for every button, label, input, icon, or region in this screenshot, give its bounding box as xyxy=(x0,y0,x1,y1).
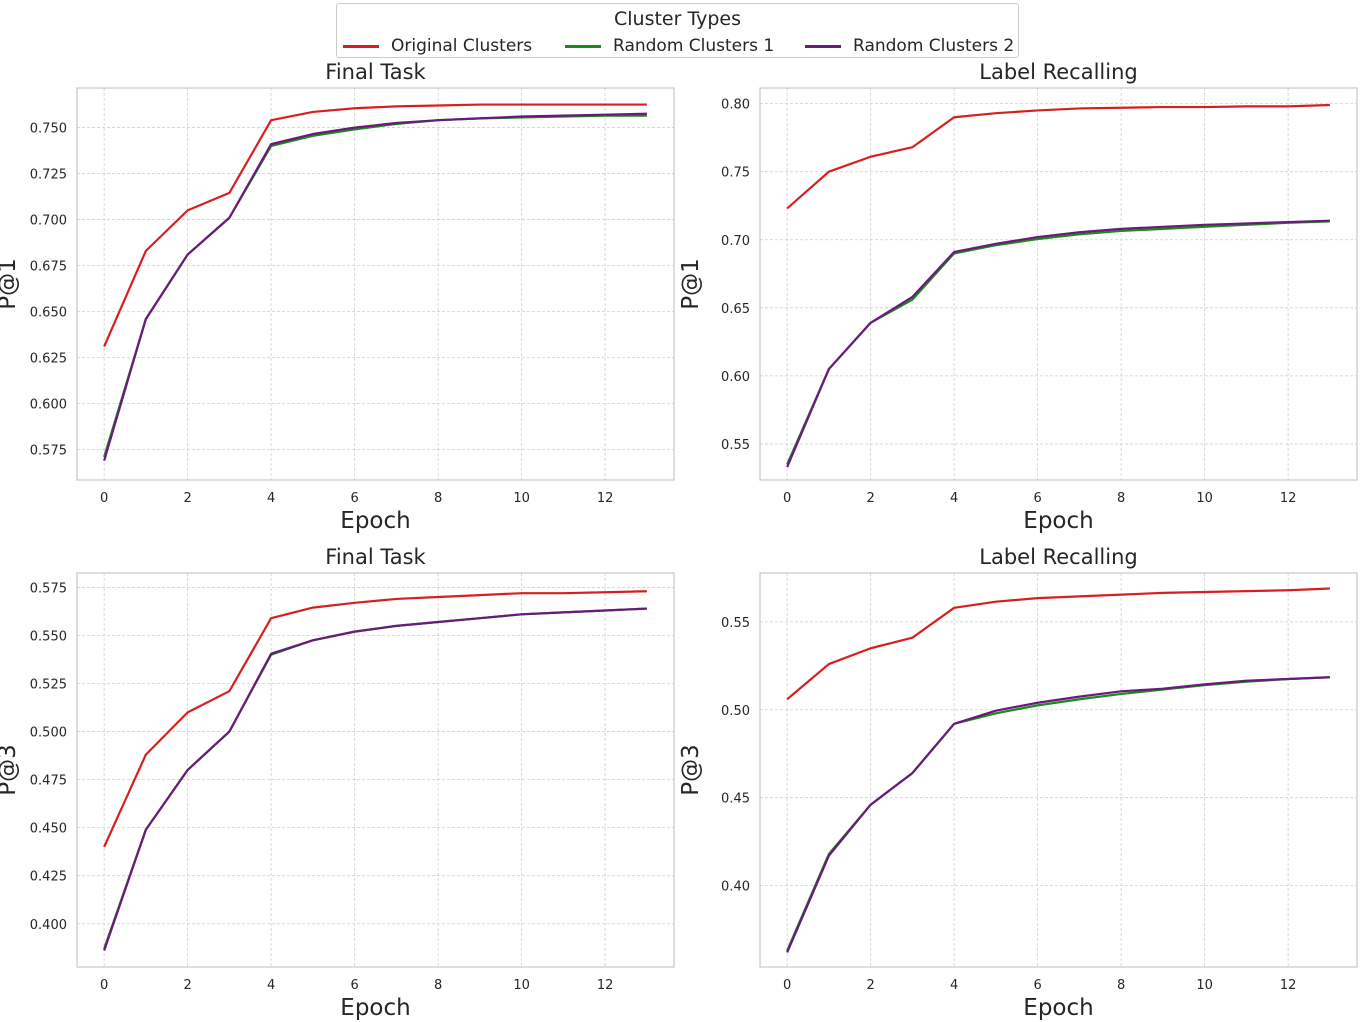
series-line-original-clusters xyxy=(786,103,1330,210)
y-tick-label: 0.55 xyxy=(721,616,750,631)
y-axis-label: P@1 xyxy=(678,258,704,310)
x-axis-label: Epoch xyxy=(340,995,410,1021)
x-tick-label: 12 xyxy=(1280,978,1297,993)
y-tick-label: 0.65 xyxy=(721,302,750,317)
plot-frame xyxy=(759,87,1358,481)
x-tick-label: 8 xyxy=(1117,978,1125,993)
y-tick-label: 0.80 xyxy=(721,98,750,113)
x-tick-label: 10 xyxy=(513,978,530,993)
x-tick-label: 8 xyxy=(434,978,442,993)
x-tick-label: 2 xyxy=(866,978,874,993)
legend: Cluster Types Original Clusters Random C… xyxy=(336,3,1019,58)
x-tick-label: 12 xyxy=(597,978,614,993)
y-tick-label: 0.725 xyxy=(30,168,67,183)
x-tick-label: 2 xyxy=(183,978,191,993)
chart-panel-3: 0 2 4 6 8 10 12 0.400 0.425 0.450 0.475 0.500 0.525 0… xyxy=(0,545,675,1021)
x-tick-label: 2 xyxy=(183,491,191,506)
legend-label-random-clusters-1: Random Clusters 1 xyxy=(613,36,775,56)
y-tick-label: 0.700 xyxy=(30,214,67,229)
y-tick-label: 0.40 xyxy=(721,880,750,895)
chart-title: Final Task xyxy=(325,545,426,569)
legend-swatch-original-clusters xyxy=(343,44,379,48)
y-tick-label: 0.575 xyxy=(30,581,67,596)
x-tick-label: 8 xyxy=(434,491,442,506)
x-tick-label: 6 xyxy=(1033,491,1041,506)
x-tick-label: 0 xyxy=(783,978,791,993)
y-tick-label: 0.525 xyxy=(30,678,67,693)
x-tick-label: 4 xyxy=(950,491,958,506)
y-tick-label: 0.475 xyxy=(30,774,67,789)
y-tick-label: 0.650 xyxy=(30,306,67,321)
chart-panel-4: 0 2 4 6 8 10 12 0.40 0.45 0.50 0.55 Label Recalling… xyxy=(678,545,1358,1021)
plot-frame xyxy=(76,87,675,481)
y-tick-label: 0.425 xyxy=(30,870,67,885)
chart-panel-1: 0 2 4 6 8 10 12 0.575 0.600 0.625 0.650 0.675 0.700 0… xyxy=(0,60,675,534)
x-tick-label: 10 xyxy=(1196,978,1213,993)
legend-entry-original-clusters: Original Clusters xyxy=(343,35,532,57)
series-line-random-clusters-1 xyxy=(786,676,1330,952)
legend-swatch-random-clusters-1 xyxy=(565,44,601,48)
x-tick-label: 12 xyxy=(597,491,614,506)
x-tick-label: 6 xyxy=(350,491,358,506)
chart-title: Label Recalling xyxy=(979,60,1137,84)
series-line-original-clusters xyxy=(786,587,1330,701)
legend-title: Cluster Types xyxy=(613,8,742,30)
y-tick-label: 0.625 xyxy=(30,352,67,367)
x-tick-label: 8 xyxy=(1117,491,1125,506)
x-tick-label: 0 xyxy=(783,491,791,506)
x-tick-label: 10 xyxy=(513,491,530,506)
x-axis-label: Epoch xyxy=(1023,995,1093,1021)
series-line-random-clusters-1 xyxy=(103,114,647,458)
y-tick-label: 0.500 xyxy=(30,726,67,741)
y-tick-label: 0.75 xyxy=(721,166,750,181)
series-line-random-clusters-2 xyxy=(103,112,647,461)
y-tick-label: 0.600 xyxy=(30,398,67,413)
legend-entry-random-clusters-2: Random Clusters 2 xyxy=(805,35,1014,57)
y-tick-label: 0.550 xyxy=(30,629,67,644)
x-tick-label: 0 xyxy=(100,978,108,993)
x-tick-label: 4 xyxy=(267,491,275,506)
series-line-original-clusters xyxy=(103,590,647,848)
series-line-random-clusters-1 xyxy=(786,220,1330,465)
y-axis-label: P@1 xyxy=(0,258,21,310)
y-tick-label: 0.400 xyxy=(30,918,67,933)
legend-entry-random-clusters-1: Random Clusters 1 xyxy=(565,35,774,57)
x-tick-label: 6 xyxy=(350,978,358,993)
y-tick-label: 0.70 xyxy=(721,234,750,249)
y-tick-label: 0.45 xyxy=(721,792,750,807)
x-tick-label: 4 xyxy=(267,978,275,993)
plot-frame xyxy=(759,572,1358,968)
y-axis-label: P@3 xyxy=(0,744,21,796)
chart-title: Final Task xyxy=(325,60,426,84)
series-line-random-clusters-2 xyxy=(786,219,1330,468)
x-axis-label: Epoch xyxy=(340,508,410,534)
legend-label-random-clusters-2: Random Clusters 2 xyxy=(853,36,1015,56)
series-line-random-clusters-1 xyxy=(103,607,647,950)
x-tick-label: 0 xyxy=(100,491,108,506)
x-tick-label: 12 xyxy=(1280,491,1297,506)
y-tick-label: 0.55 xyxy=(721,438,750,453)
y-tick-label: 0.750 xyxy=(30,122,67,137)
series-line-random-clusters-2 xyxy=(103,607,647,952)
plot-frame xyxy=(76,572,675,968)
y-axis-label: P@3 xyxy=(678,744,704,796)
legend-swatch-random-clusters-2 xyxy=(805,44,841,48)
y-tick-label: 0.50 xyxy=(721,704,750,719)
series-line-random-clusters-2 xyxy=(786,676,1330,953)
chart-title: Label Recalling xyxy=(979,545,1137,569)
x-tick-label: 4 xyxy=(950,978,958,993)
y-tick-label: 0.60 xyxy=(721,370,750,385)
series-line-original-clusters xyxy=(103,103,647,348)
x-tick-label: 6 xyxy=(1033,978,1041,993)
y-tick-label: 0.575 xyxy=(30,444,67,459)
chart-panel-2: 0 2 4 6 8 10 12 0.55 0.60 0.65 0.70 0.75 0.80 Label R… xyxy=(678,60,1358,534)
x-tick-label: 2 xyxy=(866,491,874,506)
x-tick-label: 10 xyxy=(1196,491,1213,506)
x-axis-label: Epoch xyxy=(1023,508,1093,534)
legend-label-original-clusters: Original Clusters xyxy=(391,36,533,56)
y-tick-label: 0.675 xyxy=(30,260,67,275)
y-tick-label: 0.450 xyxy=(30,822,67,837)
